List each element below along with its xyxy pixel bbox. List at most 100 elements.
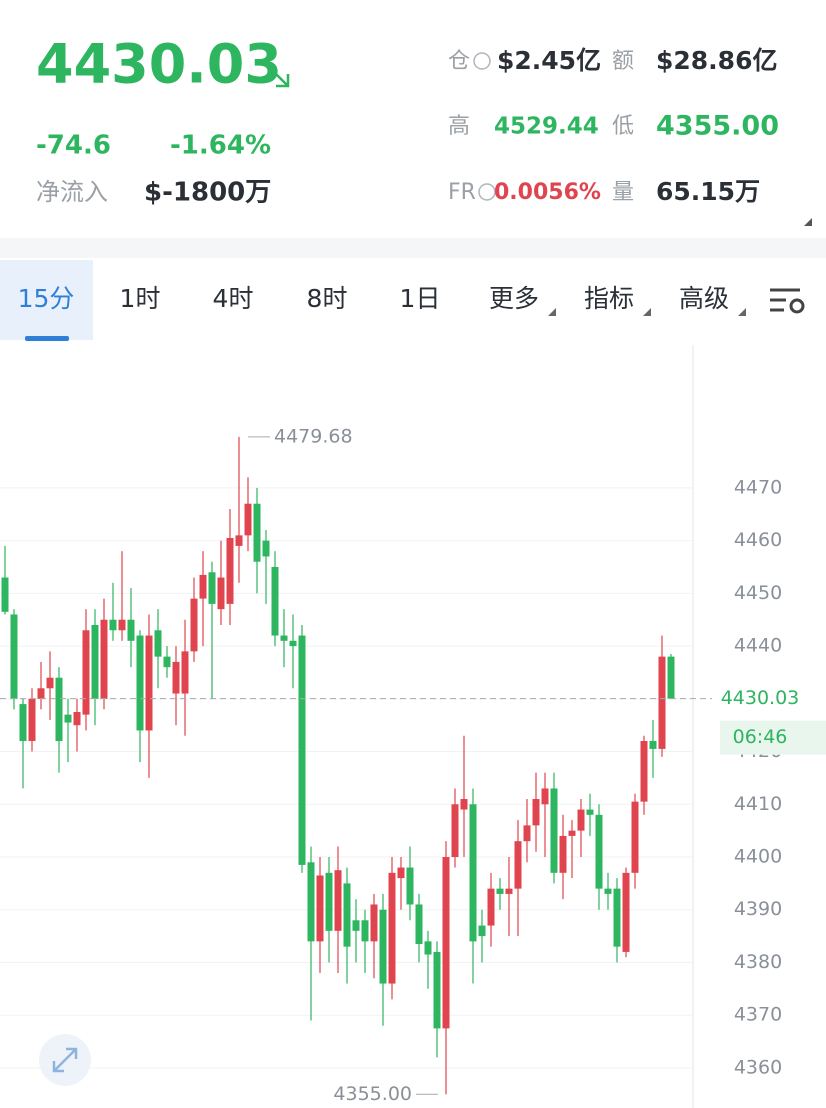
candle-body (415, 904, 423, 945)
candle-body (640, 741, 648, 802)
candle-body (37, 688, 45, 699)
tab[interactable]: 1日 (400, 284, 441, 313)
candle-body (559, 835, 567, 873)
low-value: 4355.00 (656, 111, 779, 142)
candle-body (289, 640, 297, 647)
candle-body (82, 630, 90, 715)
dropdown-caret (738, 308, 746, 316)
candle-body (469, 804, 477, 942)
tab-indicator (25, 336, 69, 341)
tab[interactable]: 指标 (584, 284, 634, 313)
y-tick-label: 4390 (734, 898, 782, 920)
candle-body (10, 614, 18, 699)
candle-body (145, 635, 153, 731)
last-price-label: 4430.03 (721, 687, 800, 709)
candle-body (622, 872, 630, 952)
tab[interactable]: 4时 (213, 284, 254, 313)
max-label: 4479.68 (274, 425, 353, 447)
candle-body (208, 572, 216, 604)
candle-body (460, 799, 468, 810)
candle-body (406, 867, 414, 905)
candle-body (73, 711, 81, 726)
tab-selected-bg (0, 260, 93, 340)
oi-value: $2.45亿 (497, 46, 601, 75)
change-pct: -1.64% (170, 131, 271, 161)
candle-body (487, 888, 495, 926)
fullscreen-button[interactable] (39, 1034, 91, 1086)
candle-body (307, 862, 315, 942)
candle-body (64, 714, 72, 723)
candle-body (253, 503, 261, 562)
candle-body (55, 677, 63, 742)
inflow-value: $-1800万 (144, 178, 271, 208)
candle-body (451, 804, 459, 858)
candle-body (91, 624, 99, 699)
candle-body (262, 540, 270, 557)
price: 4430.03 (36, 33, 282, 96)
candle-body (577, 809, 585, 831)
candle-body (244, 503, 252, 536)
tab[interactable]: 高级 (679, 284, 729, 313)
expand-caret[interactable] (804, 218, 812, 226)
separator (0, 238, 826, 258)
candle-body (46, 677, 54, 689)
candle-body (361, 920, 369, 942)
low-label: 低 (612, 114, 634, 139)
y-tick-label: 4440 (734, 635, 782, 657)
candle-body (541, 788, 549, 805)
y-tick-label: 4470 (734, 476, 782, 498)
candle-body (172, 661, 180, 694)
candle-body (235, 535, 243, 546)
candle-body (226, 537, 234, 604)
candle-body (505, 888, 513, 894)
tab-bar: 15分 1时 4时 8时 1日 更多 指标 高级 (0, 260, 805, 341)
countdown-box (720, 720, 826, 755)
y-tick-label: 4450 (734, 582, 782, 604)
candle-body (514, 841, 522, 889)
candle-body (433, 951, 441, 1029)
change: -74.6 (36, 131, 111, 161)
tab[interactable]: 8时 (307, 284, 348, 313)
dropdown-caret (548, 308, 556, 316)
candle-body (649, 741, 657, 749)
volume-value: 65.15万 (656, 177, 760, 206)
y-tick-label: 4360 (734, 1056, 782, 1078)
high-value: 4529.44 (494, 114, 599, 140)
help-icon[interactable] (473, 52, 491, 70)
oi-label: 仓 (448, 49, 470, 74)
candle-body (352, 920, 360, 931)
candle-body (118, 619, 126, 631)
inflow-label: 净流入 (36, 178, 108, 206)
settings-icon[interactable] (770, 288, 805, 314)
candle-body (523, 825, 531, 842)
candle-body (154, 630, 162, 657)
candle-body (1, 577, 9, 612)
candle-body (100, 619, 108, 699)
candle-body (442, 857, 450, 1029)
candle-body (595, 814, 603, 889)
tab[interactable]: 更多 (489, 284, 539, 313)
candle-body (199, 574, 207, 599)
fr-label: FR (448, 180, 476, 205)
candle-body (181, 651, 189, 694)
dropdown-caret (643, 308, 651, 316)
candle-body (271, 566, 279, 636)
candle-body (388, 872, 396, 984)
turnover-label: 额 (612, 49, 634, 74)
min-label: 4355.00 (333, 1083, 412, 1105)
candle-body (586, 809, 594, 815)
candle-body (316, 875, 324, 942)
candle-body (478, 925, 486, 937)
candlestick-chart: 4360437043804390440044104420443044404450… (0, 345, 826, 1108)
candle-body (343, 883, 351, 947)
tab[interactable]: 1时 (120, 284, 161, 313)
candle-body (397, 867, 405, 879)
candle-body (613, 888, 621, 947)
candle-body (532, 799, 540, 826)
candle-body (667, 656, 675, 699)
candle-body (109, 619, 117, 631)
tab[interactable]: 15分 (18, 284, 75, 313)
candle-body (280, 635, 288, 641)
down-arrow (271, 69, 290, 88)
help-icon[interactable] (478, 183, 496, 201)
